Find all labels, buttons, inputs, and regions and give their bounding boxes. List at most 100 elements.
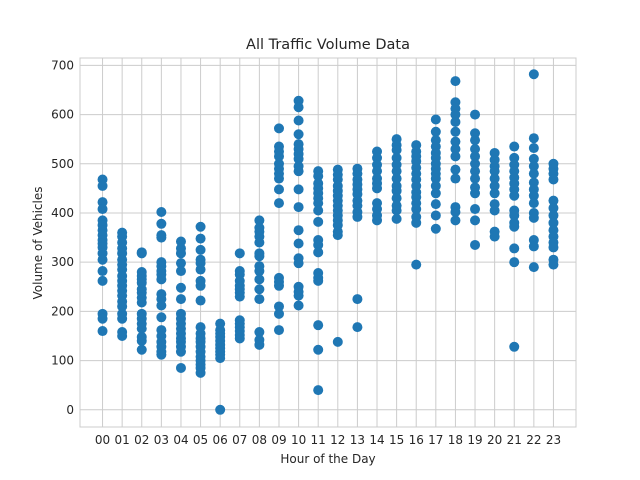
data-point [391, 166, 402, 177]
y-tick-label: 600 [51, 108, 74, 122]
data-point [470, 215, 481, 226]
data-point [470, 144, 481, 155]
data-point [528, 133, 539, 144]
data-point [234, 248, 245, 259]
data-point [273, 308, 284, 319]
x-tick-label: 01 [115, 433, 130, 447]
data-point [97, 197, 108, 208]
data-point [430, 114, 441, 125]
data-point [528, 241, 539, 252]
data-point [391, 152, 402, 163]
x-tick-label: 05 [193, 433, 208, 447]
y-tick-label: 700 [51, 58, 74, 72]
data-point [391, 213, 402, 224]
data-point [470, 239, 481, 250]
data-point [136, 344, 147, 355]
x-tick-label: 13 [350, 433, 365, 447]
data-point [195, 280, 206, 291]
data-point [528, 177, 539, 188]
data-point [175, 294, 186, 305]
data-point [293, 102, 304, 113]
data-point [156, 300, 167, 311]
data-point [450, 116, 461, 127]
data-point [430, 199, 441, 210]
data-point [254, 294, 265, 305]
y-tick-labels: 0 100 200 300 400 500 600 700 [51, 58, 74, 416]
data-point [293, 129, 304, 140]
x-tick-label: 12 [330, 433, 345, 447]
data-point [117, 313, 128, 324]
data-point [175, 362, 186, 373]
data-point [450, 144, 461, 155]
data-point [548, 203, 559, 214]
data-point [548, 195, 559, 206]
y-tick-label: 100 [51, 354, 74, 368]
data-point [528, 262, 539, 273]
data-point [136, 335, 147, 346]
data-point [489, 173, 500, 184]
data-point [470, 151, 481, 162]
x-tick-label: 06 [213, 433, 228, 447]
data-point [293, 290, 304, 301]
data-point [528, 198, 539, 209]
data-point [509, 257, 520, 268]
data-point [313, 247, 324, 258]
data-point [97, 275, 108, 286]
data-point [548, 217, 559, 228]
data-point [293, 258, 304, 269]
chart-title: All Traffic Volume Data [246, 37, 410, 53]
data-point [293, 115, 304, 126]
data-point [313, 385, 324, 396]
x-tick-label: 09 [271, 433, 286, 447]
x-tick-label: 17 [428, 433, 443, 447]
data-point [509, 243, 520, 254]
data-point [509, 190, 520, 201]
data-point [175, 346, 186, 357]
y-tick-label: 300 [51, 255, 74, 269]
x-axis-label: Hour of the Day [280, 452, 375, 466]
y-tick-label: 500 [51, 157, 74, 171]
data-point [489, 205, 500, 216]
plot-frame [79, 57, 577, 428]
data-points [97, 69, 559, 415]
data-point [430, 223, 441, 234]
x-tick-label: 08 [252, 433, 267, 447]
data-point [489, 188, 500, 199]
data-point [450, 173, 461, 184]
data-point [528, 143, 539, 154]
x-tick-label: 14 [369, 433, 384, 447]
data-point [175, 236, 186, 247]
data-point [156, 274, 167, 285]
data-point [136, 248, 147, 259]
data-point [470, 135, 481, 146]
data-point [411, 217, 422, 228]
data-point [528, 212, 539, 223]
data-point [254, 284, 265, 295]
data-point [313, 205, 324, 216]
y-axis-label: Volume of Vehicles [31, 187, 45, 300]
data-point [293, 202, 304, 213]
data-point [372, 166, 383, 177]
data-point [273, 173, 284, 184]
data-point [450, 109, 461, 120]
data-point [548, 210, 559, 221]
data-point [332, 336, 343, 347]
data-point [411, 204, 422, 215]
x-tick-label: 11 [311, 433, 326, 447]
data-point [195, 367, 206, 378]
data-point [528, 190, 539, 201]
data-point [313, 275, 324, 286]
data-point [313, 344, 324, 355]
data-point [195, 221, 206, 232]
data-point [509, 221, 520, 232]
data-point [254, 215, 265, 226]
x-tick-label: 22 [526, 433, 541, 447]
data-point [509, 210, 520, 221]
data-point [97, 180, 108, 191]
data-point [254, 339, 265, 350]
data-point [175, 282, 186, 293]
data-point [234, 333, 245, 344]
data-point [293, 300, 304, 311]
data-point [313, 216, 324, 227]
